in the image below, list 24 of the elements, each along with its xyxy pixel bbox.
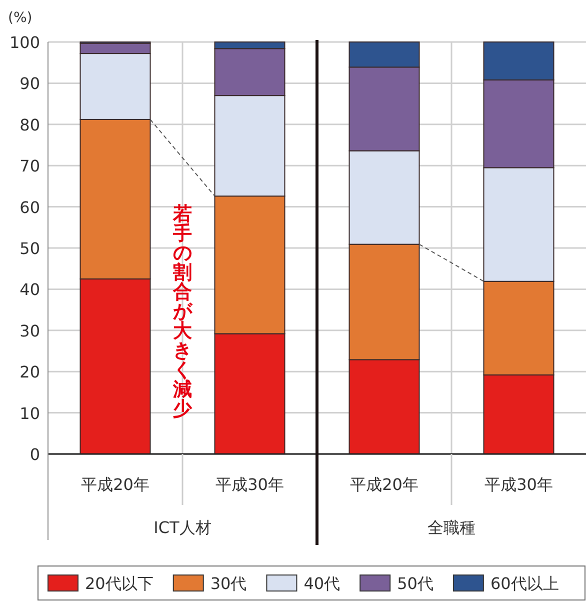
- x-axis-title: 全職種: [428, 518, 476, 537]
- y-tick-label: 100: [9, 33, 40, 52]
- x-tick-label: 平成20年: [81, 475, 150, 494]
- y-tick-label: 90: [20, 74, 40, 94]
- y-tick-label: 10: [20, 404, 40, 423]
- x-axis-title: ICT人材: [154, 518, 212, 537]
- legend-label: 30代: [210, 574, 247, 593]
- y-tick-label: 20: [20, 362, 40, 382]
- legend-label: 50代: [397, 574, 434, 593]
- y-tick-label: 30: [20, 321, 40, 340]
- y-axis-title: (%): [8, 10, 32, 26]
- legend-label: 60代以上: [490, 574, 559, 593]
- x-tick-label: 平成30年: [216, 475, 284, 494]
- y-tick-label: 80: [20, 115, 40, 134]
- x-tick-label: 平成30年: [484, 475, 553, 494]
- legend-label: 20代以下: [85, 574, 154, 593]
- legend-label: 40代: [304, 574, 340, 593]
- y-tick-label: 60: [20, 198, 40, 217]
- text: 若手の割合が大きく減少: [173, 203, 192, 420]
- y-tick-label: 0: [30, 445, 40, 464]
- y-tick-label: 40: [20, 280, 40, 300]
- y-tick-label: 70: [20, 156, 40, 176]
- x-tick-label: 平成20年: [350, 475, 418, 494]
- y-tick-label: 50: [20, 239, 40, 258]
